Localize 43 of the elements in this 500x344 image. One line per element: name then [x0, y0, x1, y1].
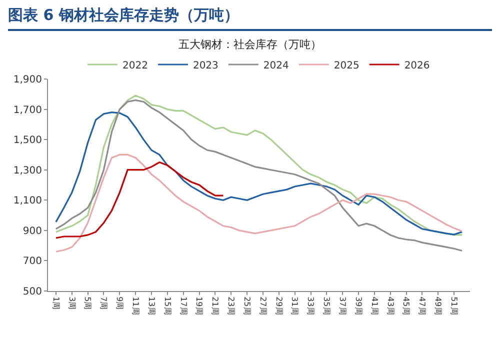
- x-tick-label: 19周: [194, 296, 204, 315]
- y-tick-label: 500: [22, 286, 42, 298]
- x-tick-label: 49周: [434, 296, 443, 315]
- chart-title: 图表 6 钢材社会库存走势（万吨）: [7, 5, 240, 26]
- x-tick-label: 1周: [51, 296, 60, 310]
- x-tick-label: 25周: [242, 296, 252, 315]
- legend-label: 2022: [122, 60, 148, 72]
- line-series: [55, 161, 224, 239]
- x-tick-label: 35周: [322, 296, 332, 315]
- x-tick-label: 27周: [258, 296, 268, 315]
- x-tick-label: 11周: [130, 296, 140, 315]
- x-tick-label: 43周: [386, 296, 395, 315]
- x-tick-label: 21周: [210, 296, 220, 315]
- x-tick-label: 29周: [274, 296, 284, 315]
- x-tick-label: 23周: [226, 296, 236, 315]
- y-tick-label: 1,100: [13, 196, 42, 207]
- y-tick-label: 700: [22, 256, 42, 268]
- x-tick-label: 45周: [402, 296, 411, 315]
- x-tick-label: 5周: [83, 296, 92, 310]
- legend-label: 2026: [404, 60, 430, 72]
- x-tick-label: 7周: [99, 296, 108, 310]
- x-tick-label: 31周: [290, 296, 300, 315]
- y-tick-label: 1,700: [13, 104, 42, 116]
- x-tick-label: 39周: [354, 296, 363, 315]
- y-tick-label: 1,300: [13, 165, 42, 176]
- legend-label: 2025: [334, 60, 360, 72]
- x-tick-label: 9周: [115, 296, 124, 310]
- chart-subtitle: 五大钢材：社会库存（万吨）: [178, 38, 322, 51]
- x-tick-label: 15周: [162, 296, 172, 315]
- legend-label: 2023: [192, 60, 218, 72]
- x-tick-label: 17周: [178, 296, 188, 315]
- x-tick-label: 51周: [449, 296, 458, 315]
- x-tick-label: 3周: [67, 296, 76, 310]
- x-tick-label: 47周: [418, 296, 427, 315]
- y-tick-label: 1,900: [13, 74, 42, 86]
- x-tick-label: 37周: [338, 296, 347, 315]
- line-series: [55, 154, 463, 252]
- y-tick-label: 900: [22, 226, 42, 237]
- y-tick-label: 1,500: [13, 135, 42, 146]
- x-tick-label: 33周: [306, 296, 316, 315]
- x-tick-label: 41周: [370, 296, 379, 315]
- x-tick-label: 13周: [146, 296, 156, 315]
- legend-label: 2024: [263, 60, 289, 72]
